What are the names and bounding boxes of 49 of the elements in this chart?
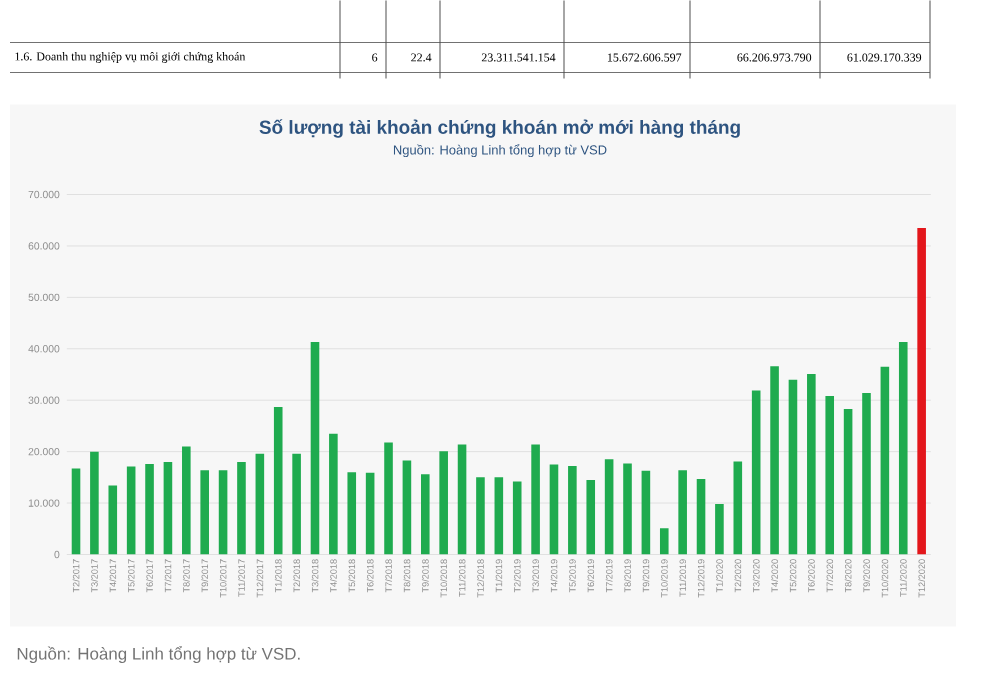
bar	[843, 408, 853, 555]
bar	[696, 478, 706, 555]
bar	[659, 528, 669, 555]
bar	[182, 446, 191, 555]
bar	[678, 469, 687, 555]
bar	[329, 433, 338, 555]
bar	[568, 465, 577, 555]
text: Nguồn: Hoàng Linh tổng hợp từ VSD.	[17, 645, 300, 663]
bar	[476, 477, 485, 555]
bar	[420, 474, 430, 555]
bar	[494, 477, 504, 555]
bar	[862, 392, 871, 555]
bar	[825, 395, 835, 555]
bar	[917, 227, 926, 555]
bar	[108, 485, 118, 555]
bar	[623, 463, 632, 555]
chart-title: Số lượng tài khoản chứng khoán mở mới hàng tháng	[259, 118, 740, 138]
bar	[439, 450, 448, 555]
bar	[218, 469, 228, 555]
bar	[90, 451, 99, 555]
bar	[898, 341, 908, 555]
bar	[163, 461, 173, 555]
bar	[586, 479, 596, 555]
bar	[200, 469, 209, 555]
bar	[365, 472, 375, 555]
bar	[733, 461, 743, 555]
bar	[457, 444, 467, 555]
bar	[604, 459, 614, 555]
bar	[71, 468, 81, 555]
bar	[347, 471, 357, 555]
bar	[641, 470, 651, 555]
bar	[310, 341, 320, 555]
bar	[531, 444, 540, 555]
bar	[292, 453, 301, 555]
bar	[237, 461, 246, 555]
bar	[384, 442, 393, 555]
bar	[255, 453, 265, 555]
bar	[126, 466, 136, 555]
bar	[807, 373, 816, 555]
bar	[770, 366, 779, 555]
bar	[402, 460, 412, 555]
bar	[273, 406, 283, 555]
bar	[788, 379, 798, 555]
bar	[512, 481, 522, 555]
bar	[145, 463, 154, 555]
bar	[715, 503, 724, 555]
bar	[751, 390, 761, 555]
bar	[880, 366, 890, 555]
bar	[549, 464, 559, 555]
